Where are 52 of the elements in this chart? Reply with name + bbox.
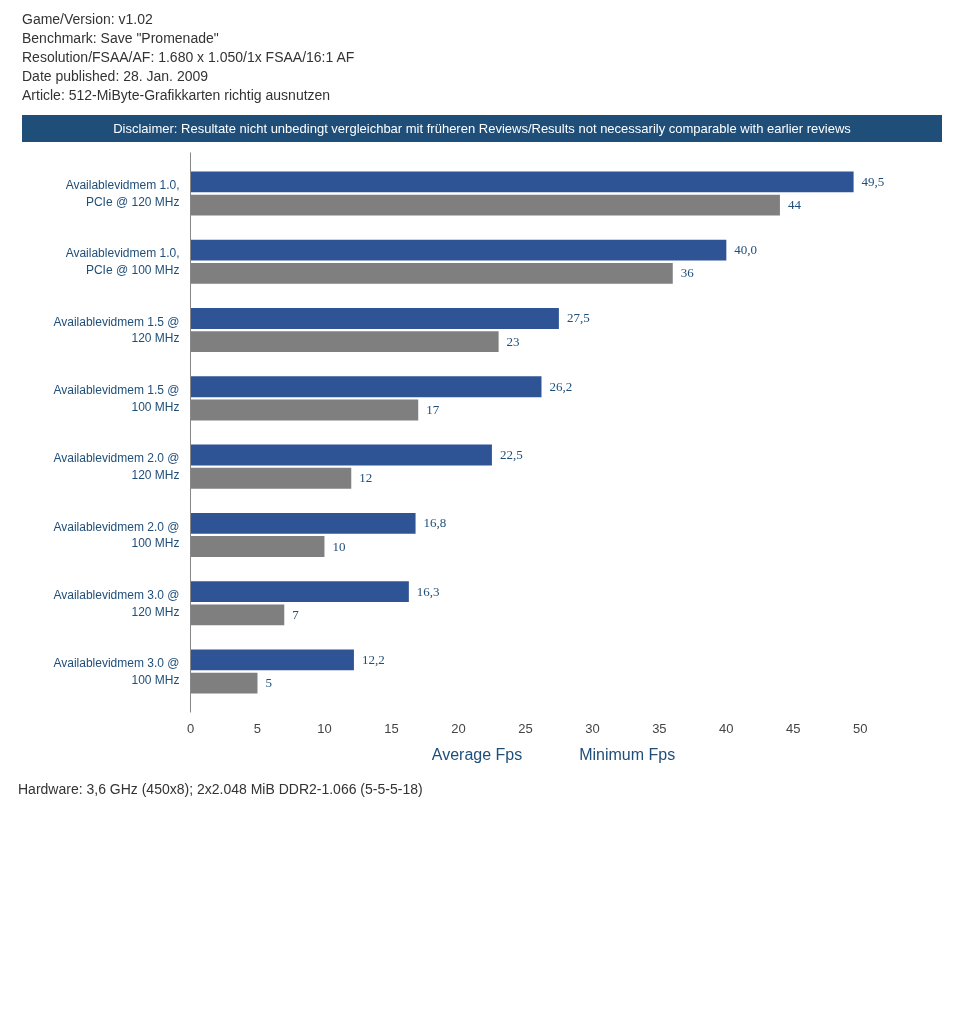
x-tick-label: 15 bbox=[384, 720, 399, 736]
text: Game/Version: v1.02 bbox=[22, 10, 154, 29]
data-label: 26,2 bbox=[549, 378, 573, 394]
x-tick-label: 10 bbox=[317, 720, 332, 736]
y-tick-label: Availablevidmem 1.5 @ 120 MHz bbox=[53, 314, 180, 346]
data-label: 22,5 bbox=[499, 447, 523, 463]
y-tick-label: Availablevidmem 2.0 @ 100 MHz bbox=[53, 519, 180, 551]
data-label: 44 bbox=[787, 197, 802, 213]
y-tick-label: Availablevidmem 3.0 @ 120 MHz bbox=[53, 587, 180, 619]
bar bbox=[190, 171, 854, 193]
data-label: 12,2 bbox=[361, 652, 385, 668]
data-label: 16,8 bbox=[423, 515, 447, 531]
data-label: 16,3 bbox=[416, 583, 440, 599]
y-tick-label: Availablevidmem 1.0, PCIe @ 100 MHz bbox=[65, 246, 180, 278]
bar bbox=[190, 513, 416, 534]
data-label: 17 bbox=[426, 402, 440, 418]
x-tick-label: 50 bbox=[853, 720, 868, 736]
x-tick-label: 20 bbox=[451, 720, 466, 736]
text: Hardware: 3,6 GHz (450x8); 2x2.048 MiB DDR2-1.066 (5-5-5-18) bbox=[18, 780, 423, 800]
chart-subtitle: Disclaimer: Resultate nicht unbedingt vergleichbar mit früheren Reviews/Results not necessarily comparable with earlier reviews bbox=[113, 121, 851, 137]
text: Average Fps bbox=[431, 746, 523, 765]
text: Resolution/FSAA/AF: 1.680 x 1.050/1x FSAA/16:1 AF bbox=[22, 48, 355, 67]
bar bbox=[190, 376, 542, 398]
data-label: 7 bbox=[292, 606, 300, 622]
text: Benchmark: Save "Promenade" bbox=[22, 29, 220, 48]
x-tick-label: 5 bbox=[253, 720, 262, 736]
data-label: 10 bbox=[332, 538, 346, 554]
text: Minimum Fps bbox=[579, 746, 676, 765]
y-tick-label: Availablevidmem 3.0 @ 100 MHz bbox=[53, 656, 180, 688]
x-tick-label: 35 bbox=[652, 720, 667, 736]
y-tick-label: Availablevidmem 1.0, PCIe @ 120 MHz bbox=[65, 178, 180, 210]
y-tick-label: Availablevidmem 1.5 @ 100 MHz bbox=[53, 383, 180, 414]
data-label: 5 bbox=[265, 675, 272, 691]
data-label: 36 bbox=[680, 265, 695, 281]
data-label: 23 bbox=[506, 333, 520, 349]
x-tick-label: 0 bbox=[186, 720, 195, 736]
data-label: 12 bbox=[359, 470, 373, 486]
x-tick-label: 30 bbox=[585, 720, 600, 736]
data-label: 40,0 bbox=[734, 242, 758, 258]
x-tick-label: 45 bbox=[786, 720, 801, 736]
bar bbox=[190, 239, 727, 261]
x-tick-label: 25 bbox=[518, 720, 533, 736]
text: Article: 512-MiByte-Grafikkarten richtig ausnutzen bbox=[22, 86, 332, 105]
data-label: 49,5 bbox=[861, 174, 885, 190]
data-label: 27,5 bbox=[566, 310, 590, 326]
x-tick-label: 40 bbox=[719, 720, 734, 736]
text: Date published: 28. Jan. 2009 bbox=[22, 67, 210, 86]
bar bbox=[190, 308, 559, 330]
bar bbox=[190, 444, 492, 466]
bar bbox=[190, 649, 354, 671]
y-tick-label: Availablevidmem 2.0 @ 120 MHz bbox=[53, 451, 180, 483]
bar bbox=[190, 581, 409, 603]
